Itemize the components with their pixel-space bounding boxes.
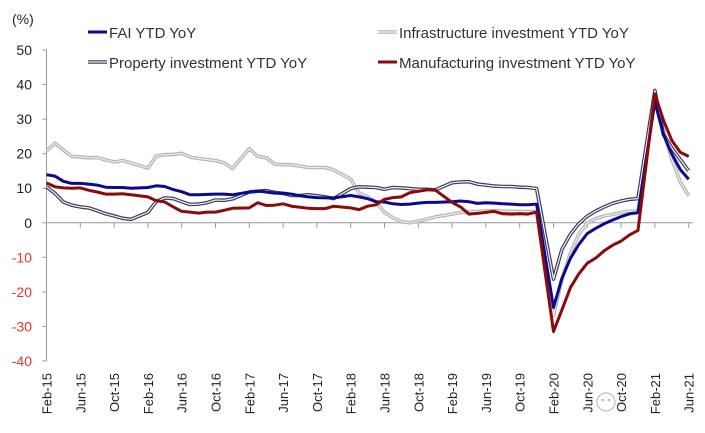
series-infrastructure-investment-ytd-yoy: [45, 94, 691, 318]
watermark: [596, 392, 616, 412]
wechat-icon-eye: [607, 398, 611, 402]
y-tick-label: 40: [16, 77, 32, 93]
x-tick-label: Jun-16: [175, 373, 190, 413]
legend-label: Infrastructure investment YTD YoY: [399, 25, 629, 42]
series-line-inner: [46, 95, 690, 317]
series-line-outer: [45, 88, 691, 281]
legend-label: Manufacturing investment YTD YoY: [399, 55, 636, 72]
x-tick-label: Oct-18: [411, 373, 426, 412]
series-line-inner: [46, 89, 690, 280]
x-tick-label: Oct-15: [107, 373, 122, 412]
x-tick-label: Oct-19: [513, 373, 528, 412]
x-tick-label: Jun-21: [682, 373, 697, 413]
x-tick-label: Feb-21: [648, 373, 663, 414]
y-tick-label: -40: [12, 353, 32, 369]
x-tick-label: Feb-19: [445, 373, 460, 414]
x-tick-label: Feb-15: [40, 373, 55, 414]
y-tick-label: 50: [16, 42, 32, 58]
legend-item: Property investment YTD YoY: [88, 55, 307, 72]
x-tick-label: Jun-19: [479, 373, 494, 413]
legend-item: Infrastructure investment YTD YoY: [378, 25, 629, 42]
series-fai-ytd-yoy: [46, 100, 690, 309]
y-tick-label: -20: [12, 284, 32, 300]
x-tick-label: Feb-17: [242, 373, 257, 414]
y-tick-label: 0: [24, 215, 32, 231]
legend-label: Property investment YTD YoY: [109, 55, 307, 72]
axes: 50 40 30 20 10 0 -10 -20 -30 -40 Feb-15 Jun-15 Oct-1…: [12, 42, 697, 414]
legend: FAI YTD YoY Infrastructure investment YTD…: [88, 25, 636, 72]
legend-item: Manufacturing investment YTD YoY: [378, 55, 636, 72]
wechat-icon-eye: [601, 398, 605, 402]
x-tick-label: Jun-18: [378, 373, 393, 413]
x-tick-label: Feb-20: [547, 373, 562, 414]
x-tick-label: Oct-16: [209, 373, 224, 412]
series-property-investment-ytd-yoy: [45, 88, 691, 281]
y-tick-label: 10: [16, 180, 32, 196]
series-line: [46, 100, 690, 309]
x-tick-label: Oct-17: [310, 373, 325, 412]
y-tick-label: 30: [16, 111, 32, 127]
x-tick-label: Jun-15: [73, 373, 88, 413]
y-tick-label: 20: [16, 146, 32, 162]
x-tick-label: Feb-16: [141, 373, 156, 414]
y-tick-label: -30: [12, 318, 32, 334]
legend-item: FAI YTD YoY: [88, 25, 196, 42]
x-tick-label: Oct-20: [614, 373, 629, 412]
legend-label: FAI YTD YoY: [109, 25, 196, 42]
x-tick-label: Jun-17: [276, 373, 291, 413]
y-tick-label: -10: [12, 249, 32, 265]
wechat-icon: [596, 392, 616, 412]
x-tick-label: Jun-20: [580, 373, 595, 413]
y-axis-unit-label: (%): [12, 11, 34, 27]
series-lines: [45, 88, 691, 334]
x-tick-label: Feb-18: [344, 373, 359, 414]
series-line: [45, 92, 690, 334]
series-manufacturing-investment-ytd-yoy: [45, 92, 690, 334]
